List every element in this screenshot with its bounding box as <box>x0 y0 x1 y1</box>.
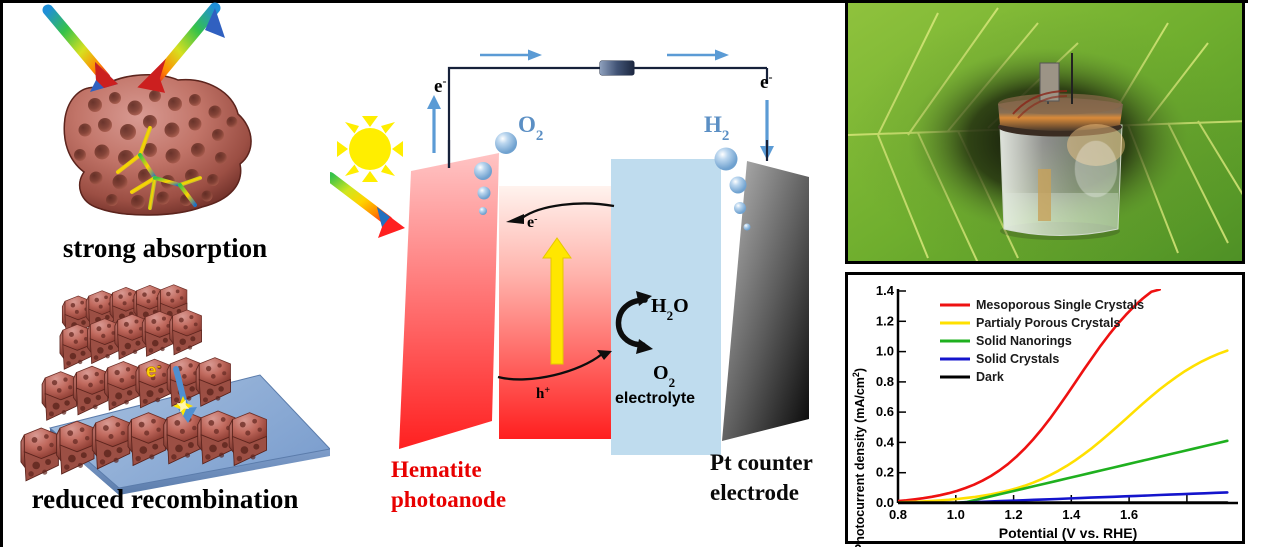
svg-text:Photocurrent density (mA/cm2): Photocurrent density (mA/cm2) <box>851 368 867 547</box>
svg-text:Dark: Dark <box>976 370 1004 384</box>
svg-text:Potential (V vs. RHE): Potential (V vs. RHE) <box>999 525 1137 541</box>
svg-text:0.6: 0.6 <box>876 404 894 419</box>
svg-text:Partialy Porous Crystals: Partialy Porous Crystals <box>976 316 1121 330</box>
svg-text:1.4: 1.4 <box>1062 507 1081 522</box>
svg-text:1.2: 1.2 <box>876 313 894 328</box>
svg-text:Mesoporous Single Crystals: Mesoporous Single Crystals <box>976 298 1144 312</box>
svg-text:Hematite: Hematite <box>391 457 482 482</box>
svg-text:photoanode: photoanode <box>391 487 506 512</box>
svg-text:1.0: 1.0 <box>876 344 894 359</box>
svg-text:electrode: electrode <box>710 480 799 505</box>
svg-text:Solid Nanorings: Solid Nanorings <box>976 334 1072 348</box>
svg-text:Pt counter: Pt counter <box>710 450 813 475</box>
svg-text:O2: O2 <box>518 112 543 144</box>
svg-text:electrolyte: electrolyte <box>615 390 695 407</box>
svg-text:e-: e- <box>760 70 772 93</box>
svg-text:1.0: 1.0 <box>947 507 965 522</box>
svg-text:strong absorption: strong absorption <box>63 233 267 263</box>
svg-text:H2: H2 <box>704 112 729 144</box>
svg-text:0.8: 0.8 <box>876 374 894 389</box>
svg-text:0.2: 0.2 <box>876 465 894 480</box>
svg-text:1.6: 1.6 <box>1120 507 1138 522</box>
svg-text:0.8: 0.8 <box>889 507 907 522</box>
svg-text:0.4: 0.4 <box>876 434 895 449</box>
svg-text:reduced recombination: reduced recombination <box>32 484 299 514</box>
svg-text:e-: e- <box>434 74 446 97</box>
svg-text:Solid Crystals: Solid Crystals <box>976 352 1059 366</box>
svg-text:1.2: 1.2 <box>1005 507 1023 522</box>
svg-text:1.4: 1.4 <box>876 283 895 298</box>
